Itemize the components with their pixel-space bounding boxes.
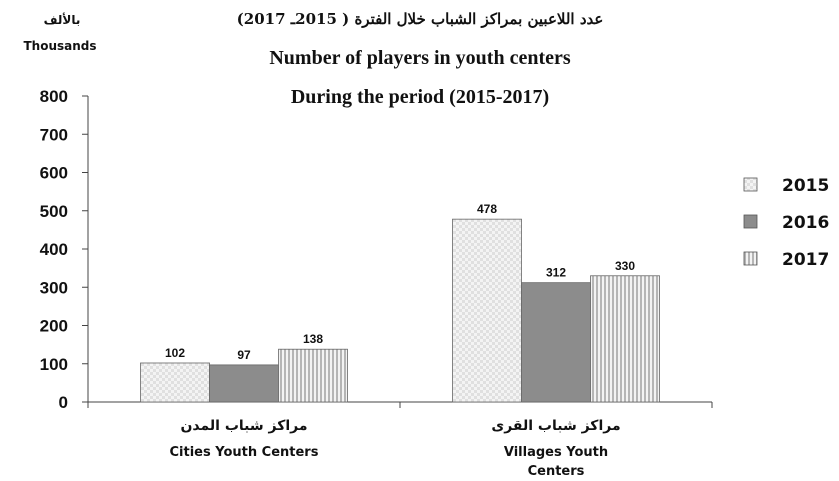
unit-label: Thousands (23, 39, 96, 53)
bar-2015 (140, 362, 210, 403)
legend-label: 2015 (782, 176, 829, 196)
category-label: Villages Youth (504, 445, 608, 460)
y-tick-label: 100 (40, 355, 68, 374)
unit-label-arabic: بالألف (44, 12, 81, 27)
bar-2017 (590, 275, 660, 403)
category-labels: مراكز شباب المدن Cities Youth Centers مراك… (170, 418, 621, 479)
bars (140, 218, 660, 403)
data-label: 312 (546, 266, 566, 280)
data-label: 102 (165, 346, 185, 360)
y-tick-label: 300 (40, 278, 68, 297)
data-labels: 102 97 138 478 312 330 (165, 202, 635, 362)
y-tick-label: 0 (59, 393, 68, 412)
category-label-arabic: مراكز شباب المدن (180, 418, 307, 434)
y-tick-label: 800 (40, 87, 68, 106)
legend-label: 2016 (782, 213, 829, 233)
chart-subtitle: During the period (2015-2017) (291, 86, 549, 108)
category-label-arabic: مراكز شباب القرى (491, 418, 620, 434)
y-tick-label: 400 (40, 240, 68, 259)
y-tick-label: 600 (40, 164, 68, 183)
y-tick-label: 200 (40, 317, 68, 336)
chart-title: Number of players in youth centers (269, 47, 570, 69)
legend: 2015 2016 2017 (743, 176, 829, 270)
data-label: 138 (303, 332, 323, 346)
bar-2017 (278, 348, 348, 403)
bar-2015 (452, 218, 522, 403)
bar-2016 (521, 282, 591, 403)
data-label: 330 (615, 259, 635, 273)
y-tick-label: 500 (40, 202, 68, 221)
category-label: Centers (528, 464, 585, 479)
chart-title-arabic: عدد اللاعبين بمراكز الشباب خلال الفترة (… (237, 10, 604, 28)
legend-label: 2017 (782, 250, 829, 270)
legend-swatch-2017 (743, 251, 758, 266)
bar-2016 (209, 364, 279, 403)
y-axis-ticks: 0 100 200 300 400 500 600 700 800 (40, 87, 88, 412)
data-label: 478 (477, 202, 497, 216)
legend-swatch-2016 (743, 214, 758, 229)
data-label: 97 (237, 348, 251, 362)
legend-swatch-2015 (743, 177, 758, 192)
category-label: Cities Youth Centers (170, 445, 319, 460)
y-tick-label: 700 (40, 125, 68, 144)
